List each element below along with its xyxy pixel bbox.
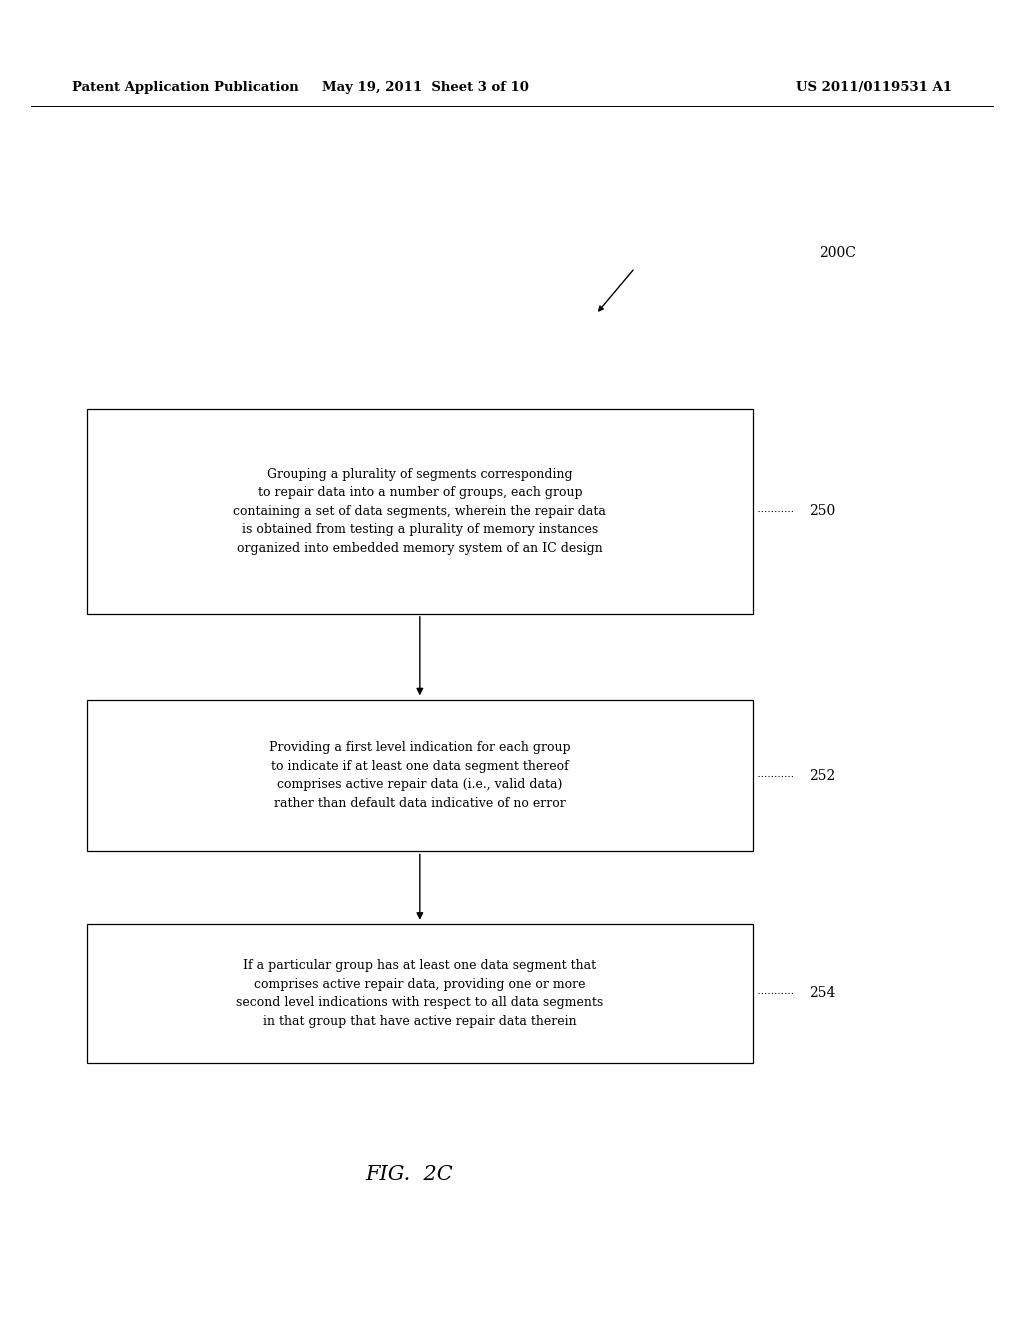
Text: 252: 252 bbox=[809, 768, 836, 783]
Text: FIG.  2C: FIG. 2C bbox=[366, 1166, 454, 1184]
Bar bbox=[87, 409, 753, 614]
Text: 254: 254 bbox=[809, 986, 836, 1001]
Text: Patent Application Publication: Patent Application Publication bbox=[72, 81, 298, 94]
Text: Grouping a plurality of segments corresponding
to repair data into a number of g: Grouping a plurality of segments corresp… bbox=[233, 469, 606, 554]
Text: 250: 250 bbox=[809, 504, 836, 519]
Text: May 19, 2011  Sheet 3 of 10: May 19, 2011 Sheet 3 of 10 bbox=[322, 81, 528, 94]
Bar bbox=[87, 700, 753, 851]
Text: Providing a first level indication for each group
to indicate if at least one da: Providing a first level indication for e… bbox=[269, 742, 570, 809]
Text: 200C: 200C bbox=[819, 247, 856, 260]
Text: US 2011/0119531 A1: US 2011/0119531 A1 bbox=[797, 81, 952, 94]
Text: If a particular group has at least one data segment that
comprises active repair: If a particular group has at least one d… bbox=[237, 960, 603, 1027]
Bar bbox=[87, 924, 753, 1063]
